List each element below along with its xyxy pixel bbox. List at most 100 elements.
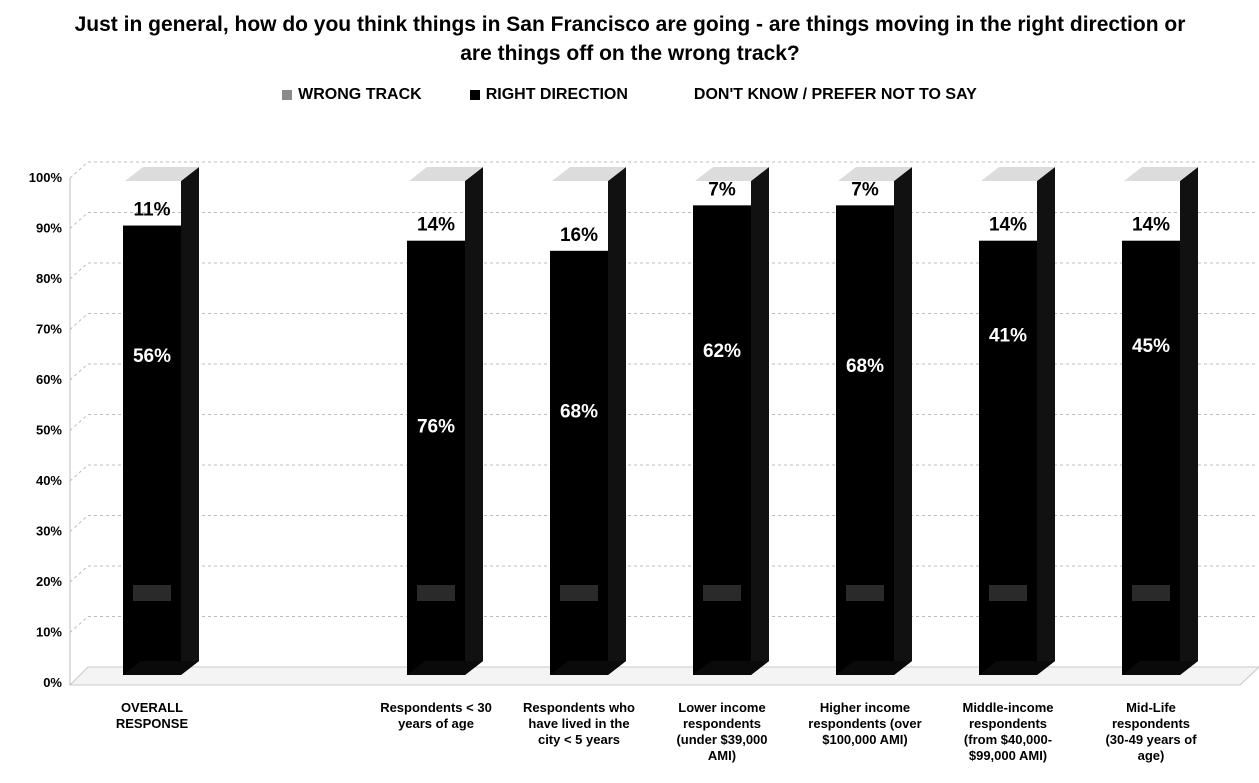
gridline-side	[69, 414, 89, 431]
y-tick-label: 60%	[36, 372, 62, 387]
legend-label: DON'T KNOW / PREFER NOT TO SAY	[693, 86, 977, 103]
legend-swatch	[282, 90, 293, 100]
right-direction-label: 68%	[560, 401, 598, 422]
category-label: respondents (over	[808, 716, 921, 731]
gridline-side	[69, 161, 89, 179]
bar-bottom	[407, 661, 483, 675]
bar-top	[552, 167, 626, 181]
y-tick-label: 40%	[36, 473, 62, 488]
category-label: respondents	[969, 716, 1047, 731]
chart-floor	[68, 666, 1259, 686]
category-label: Respondents < 30	[380, 700, 492, 715]
bar-wrong-track	[989, 585, 1027, 601]
category-label: OVERALL	[121, 700, 183, 715]
gridline-side	[69, 616, 89, 633]
category-label: $100,000 AMI)	[822, 732, 908, 747]
legend: WRONG TRACK RIGHT DIRECTION DON'T KNOW / P…	[0, 86, 1259, 104]
y-tick-label: 0%	[43, 675, 62, 690]
y-tick-label: 10%	[36, 625, 62, 640]
y-tick-label: 20%	[36, 574, 62, 589]
y-tick-label: 80%	[36, 271, 62, 286]
gridline-side	[69, 212, 89, 229]
category-label: have lived in the	[528, 716, 629, 731]
y-tick-label: 50%	[36, 423, 62, 438]
dont-know-label: 16%	[560, 225, 598, 246]
gridline-side	[69, 515, 89, 532]
gridline-side	[69, 262, 89, 280]
category-label: Lower income	[678, 700, 765, 715]
bar-bottom	[1122, 661, 1198, 675]
category-label: age)	[1138, 748, 1165, 763]
dont-know-label: 7%	[708, 179, 736, 200]
bar-right-direction	[123, 225, 181, 676]
bar-bottom	[979, 661, 1055, 675]
bar-top	[838, 167, 912, 181]
legend-label: RIGHT DIRECTION	[485, 86, 628, 103]
category-label: respondents	[1112, 716, 1190, 731]
bar-bottom	[123, 661, 199, 675]
category-label: Higher income	[820, 700, 910, 715]
right-direction-label: 76%	[417, 417, 455, 438]
y-tick-label: 70%	[36, 322, 62, 337]
bar-wrong-track	[133, 585, 171, 601]
category-label: (from $40,000-	[964, 732, 1052, 747]
category-label: Mid-Life	[1126, 700, 1176, 715]
dont-know-label: 7%	[851, 179, 879, 200]
category-label: city < 5 years	[538, 732, 620, 747]
dont-know-label: 14%	[989, 215, 1027, 236]
legend-item: RIGHT DIRECTION	[469, 86, 628, 104]
category-label: Respondents who	[523, 700, 635, 715]
bar-side	[894, 167, 912, 675]
category-label: AMI)	[708, 748, 736, 763]
legend-label: WRONG TRACK	[298, 86, 422, 103]
legend-swatch	[469, 90, 480, 100]
bar-right-direction	[407, 240, 465, 675]
gridline-side	[69, 464, 89, 482]
category-label: (under $39,000	[676, 732, 767, 747]
bar-side	[181, 167, 199, 675]
right-direction-label: 41%	[989, 326, 1027, 347]
dont-know-label: 14%	[417, 215, 455, 236]
legend-item: DON'T KNOW / PREFER NOT TO SAY	[675, 86, 977, 104]
bar-right-direction	[550, 250, 608, 676]
bar-side	[1037, 167, 1055, 675]
bar-top	[981, 167, 1055, 181]
category-label: respondents	[683, 716, 761, 731]
bar-bottom	[693, 661, 769, 675]
bar-bottom	[836, 661, 912, 675]
category-label: Middle-income	[962, 700, 1053, 715]
gridline-side	[69, 313, 89, 330]
bar-bottom	[550, 661, 626, 675]
legend-item: WRONG TRACK	[282, 86, 422, 104]
bar-side	[465, 167, 483, 675]
bar-wrong-track	[1132, 585, 1170, 601]
bar-top	[695, 167, 769, 181]
category-label: RESPONSE	[116, 716, 189, 731]
category-label: $99,000 AMI)	[969, 748, 1047, 763]
dont-know-label: 11%	[134, 200, 171, 221]
gridline-side	[69, 565, 89, 583]
bar-top	[125, 167, 199, 181]
bar-right-direction	[693, 205, 751, 675]
category-label: (30-49 years of	[1105, 732, 1197, 747]
bar-wrong-track	[703, 585, 741, 601]
gridline-side	[69, 363, 89, 381]
bar-top	[1124, 167, 1198, 181]
bar-wrong-track	[846, 585, 884, 601]
bar-side	[1180, 167, 1198, 675]
right-direction-label: 68%	[846, 356, 884, 377]
right-direction-label: 56%	[133, 346, 171, 367]
bar-wrong-track	[417, 585, 455, 601]
right-direction-label: 62%	[703, 341, 741, 362]
bar-right-direction	[1122, 240, 1180, 675]
chart-title: Just in general, how do you think things…	[74, 13, 1186, 65]
y-tick-label: 90%	[36, 221, 62, 236]
bar-side	[608, 167, 626, 675]
right-direction-label: 45%	[1132, 336, 1170, 357]
bar-right-direction	[836, 205, 894, 675]
bar-top	[409, 167, 483, 181]
bar-right-direction	[979, 240, 1037, 675]
bar-wrong-track	[560, 585, 598, 601]
category-label: years of age	[398, 716, 474, 731]
